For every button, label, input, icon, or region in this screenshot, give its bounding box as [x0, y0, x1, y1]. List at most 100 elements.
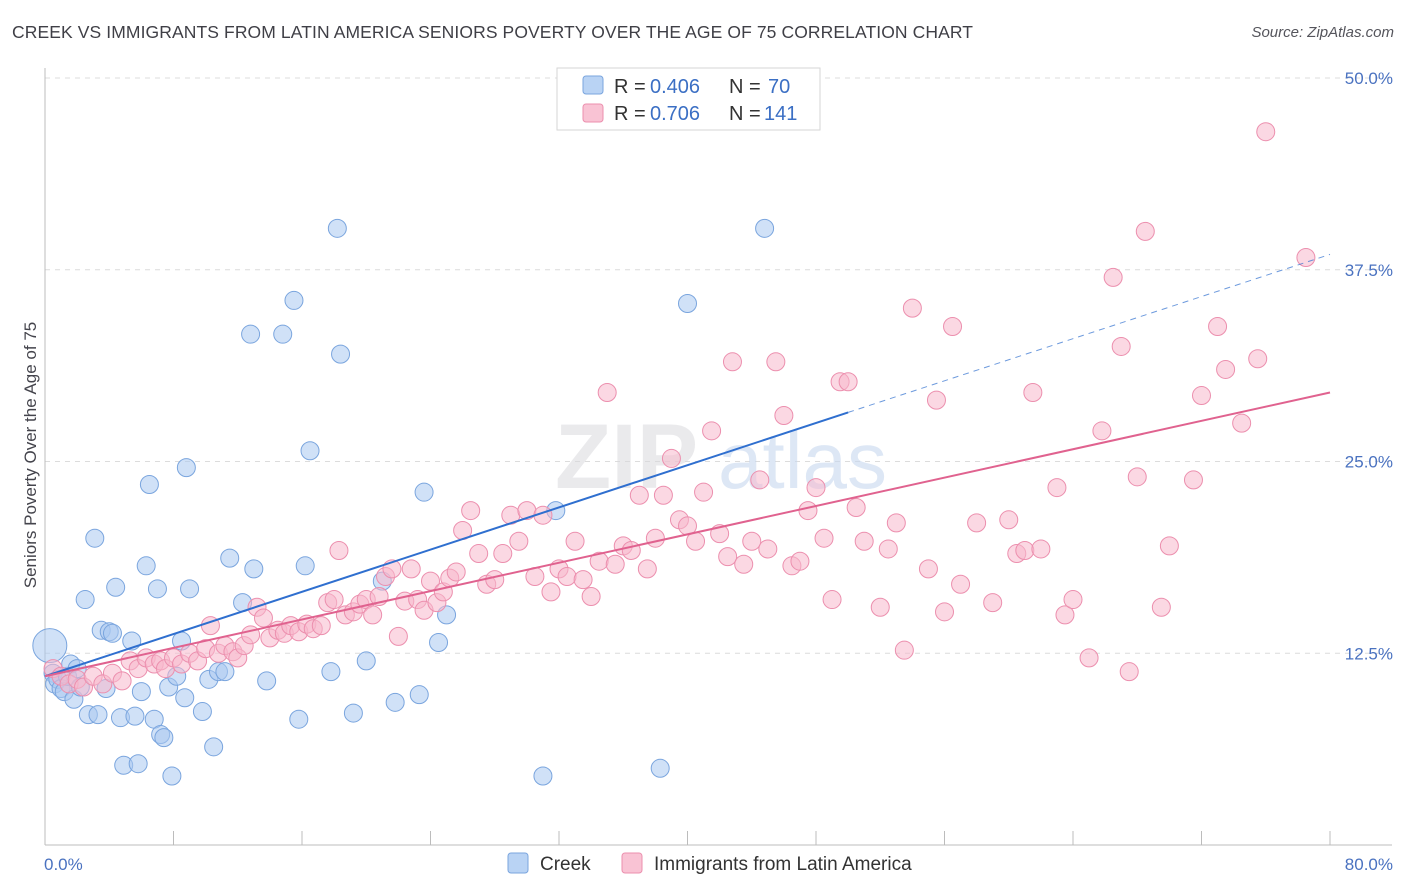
- latin-point-106: [838, 372, 858, 392]
- creek-point-54: [321, 662, 341, 682]
- latin-point-109: [870, 597, 890, 617]
- latin-point-127: [1055, 605, 1075, 625]
- y-tick-label-0: 12.5%: [1345, 644, 1393, 663]
- latin-point-73: [573, 570, 593, 590]
- latin-point-116: [935, 602, 954, 622]
- legend-r-value-creek: 0.406: [650, 76, 700, 98]
- creek-point-44: [220, 548, 240, 568]
- watermark: ZIP atlas: [555, 406, 887, 508]
- latin-point-103: [814, 528, 834, 548]
- creek-point-29: [147, 579, 167, 599]
- legend-r-label-creek: R =: [614, 76, 646, 98]
- latin-point-60: [469, 544, 489, 564]
- creek-point-24: [128, 754, 148, 774]
- latin-point-104: [822, 590, 842, 610]
- latin-point-136: [1151, 597, 1171, 617]
- latin-point-97: [766, 352, 786, 372]
- latin-point-36: [311, 616, 331, 636]
- latin-point-72: [565, 531, 585, 551]
- latin-point-141: [1216, 359, 1236, 379]
- latin-point-110: [878, 539, 898, 559]
- bottom-legend-label-creek: Creek: [540, 854, 591, 875]
- legend-r-label-latin: R =: [614, 103, 646, 125]
- latin-point-124: [1023, 382, 1043, 402]
- latin-point-135: [1135, 221, 1155, 241]
- latin-point-88: [694, 482, 714, 502]
- latin-point-82: [645, 528, 665, 548]
- creek-point-31: [154, 728, 174, 748]
- chart-source: Source: ZipAtlas.com: [1251, 24, 1394, 41]
- latin-point-83: [653, 485, 673, 505]
- latin-point-89: [702, 421, 722, 441]
- creek-point-55: [327, 218, 347, 238]
- bottom-legend-swatch-latin: [621, 852, 643, 874]
- creek-point-51: [289, 709, 309, 729]
- latin-point-125: [1031, 539, 1051, 559]
- latin-point-108: [854, 531, 874, 551]
- latin-point-94: [742, 531, 762, 551]
- latin-point-115: [926, 390, 946, 410]
- chart-title: CREEK VS IMMIGRANTS FROM LATIN AMERICA S…: [12, 22, 974, 42]
- latin-point-71: [557, 567, 577, 587]
- creek-point-67: [650, 758, 670, 778]
- creek-trend-line: [44, 411, 849, 678]
- y-axis-title: Seniors Poverty Over the Age of 75: [21, 322, 40, 588]
- latin-point-62: [485, 570, 505, 590]
- latin-point-144: [1256, 122, 1276, 142]
- creek-point-13: [85, 528, 105, 548]
- latin-point-28: [253, 608, 273, 628]
- latin-point-137: [1159, 536, 1179, 556]
- creek-point-50: [284, 290, 304, 310]
- latin-point-44: [363, 605, 383, 625]
- latin-point-128: [1063, 590, 1083, 610]
- legend-n-value-latin: 141: [764, 103, 797, 125]
- latin-point-114: [918, 559, 938, 579]
- latin-point-117: [943, 317, 963, 337]
- latin-point-95: [750, 470, 770, 490]
- creek-point-48: [257, 671, 277, 691]
- creek-point-27: [139, 475, 159, 495]
- latin-point-74: [581, 586, 601, 606]
- latin-point-69: [541, 582, 561, 602]
- creek-trend-extension: [847, 253, 1331, 413]
- latin-point-107: [846, 498, 866, 518]
- creek-point-14: [88, 705, 108, 725]
- latin-point-84: [661, 448, 681, 468]
- creek-point-60: [385, 692, 405, 712]
- legend-n-label-creek: N =: [729, 76, 761, 98]
- latin-point-91: [718, 547, 738, 567]
- axes: [44, 68, 1392, 846]
- latin-point-63: [493, 544, 513, 564]
- latin-point-98: [774, 405, 794, 425]
- creek-point-33: [162, 766, 182, 786]
- latin-point-133: [1119, 662, 1139, 682]
- latin-point-81: [637, 559, 657, 579]
- creek-point-69: [755, 218, 775, 238]
- latin-point-92: [722, 352, 742, 372]
- trend-lines: [44, 253, 1331, 678]
- legend-n-value-creek: 70: [768, 76, 790, 98]
- creek-point-62: [414, 482, 434, 502]
- watermark-atlas: atlas: [718, 416, 887, 505]
- latin-point-120: [983, 593, 1003, 613]
- latin-point-126: [1047, 478, 1067, 498]
- latin-trend-line: [44, 391, 1331, 678]
- creek-point-57: [343, 703, 363, 723]
- latin-point-101: [798, 501, 818, 521]
- latin-point-93: [734, 554, 754, 574]
- latin-point-134: [1127, 467, 1147, 487]
- creek-point-36: [175, 688, 195, 708]
- latin-point-77: [605, 554, 625, 574]
- latin-point-123: [1015, 540, 1035, 560]
- creek-point-52: [295, 556, 315, 576]
- latin-point-57: [446, 562, 466, 582]
- legend-swatch-creek: [582, 75, 604, 95]
- latin-point-76: [597, 382, 617, 402]
- latin-point-142: [1232, 413, 1252, 433]
- creek-point-63: [429, 633, 449, 653]
- creek-point-37: [176, 458, 196, 478]
- creek-point-68: [678, 293, 697, 313]
- series-latin-america: [43, 122, 1316, 697]
- latin-point-113: [902, 298, 922, 318]
